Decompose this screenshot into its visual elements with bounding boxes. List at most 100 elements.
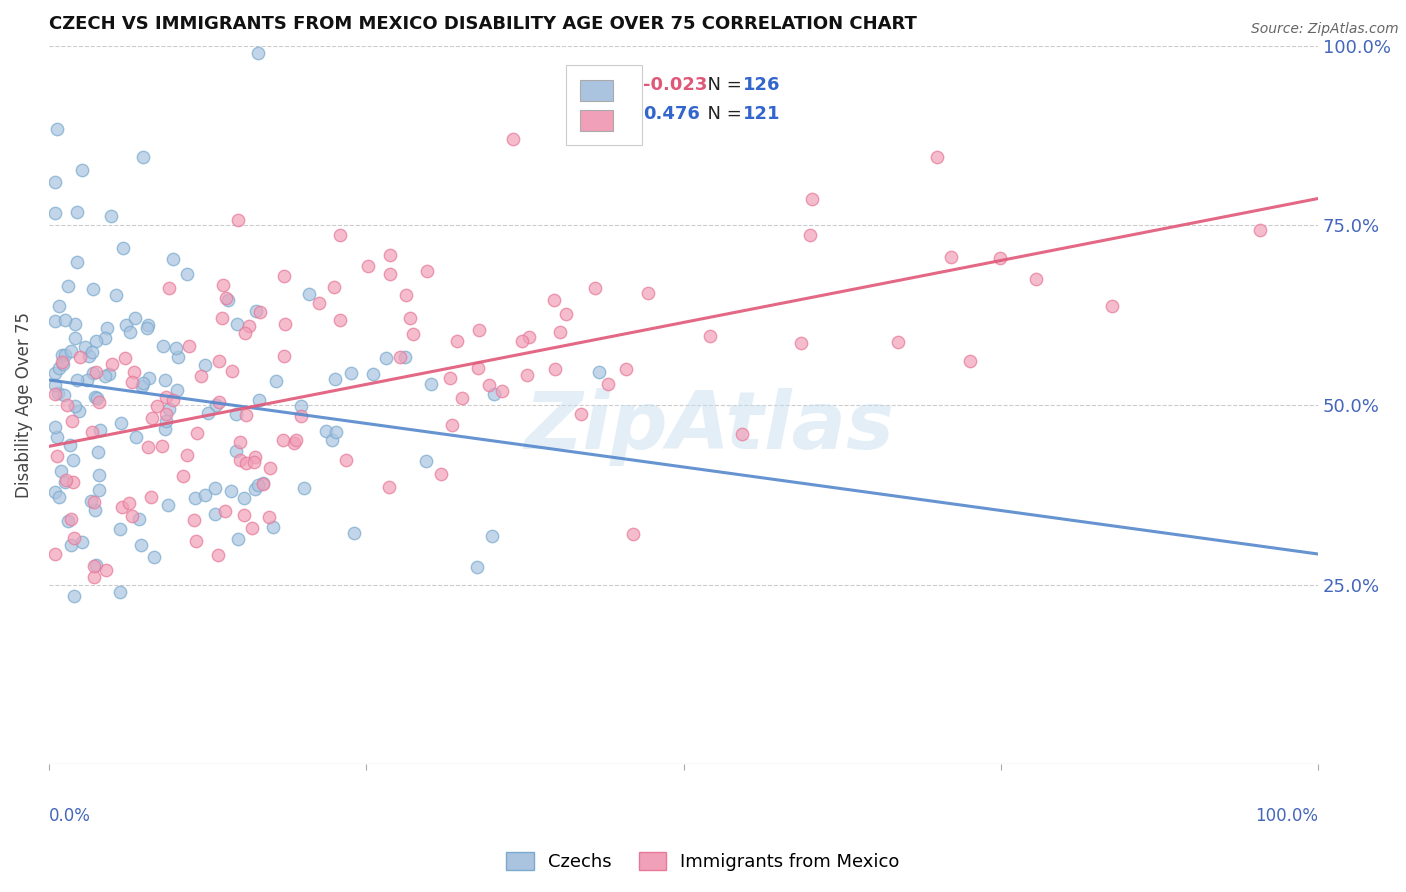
Point <box>44 547 66 561</box>
Point <box>283 435 305 450</box>
Point <box>46 122 69 136</box>
Point <box>108 522 131 536</box>
Point <box>217 293 239 308</box>
Point <box>215 291 238 305</box>
Text: 121: 121 <box>744 105 780 123</box>
Point <box>75 340 97 354</box>
Point <box>70 163 93 178</box>
Point <box>238 319 260 334</box>
Point <box>63 318 86 332</box>
Point <box>51 355 73 369</box>
Point <box>55 475 77 489</box>
Point <box>259 461 281 475</box>
Point <box>84 391 107 405</box>
Point <box>110 417 132 431</box>
Point <box>446 334 468 348</box>
Point <box>800 192 823 206</box>
Point <box>52 357 75 371</box>
Point <box>335 452 357 467</box>
Point <box>378 248 401 262</box>
Point <box>46 385 69 400</box>
Point <box>111 500 134 514</box>
Point <box>44 206 66 220</box>
Point <box>233 491 256 505</box>
Text: 0.0%: 0.0% <box>49 807 91 825</box>
Point <box>62 453 84 467</box>
Point <box>86 391 108 405</box>
Point <box>122 366 145 380</box>
Point <box>111 241 134 255</box>
Point <box>416 264 439 278</box>
Point <box>44 175 66 189</box>
Point <box>77 349 100 363</box>
Point <box>62 475 84 489</box>
Point <box>394 351 416 365</box>
Point <box>146 399 169 413</box>
Point <box>70 534 93 549</box>
Point <box>398 310 420 325</box>
Point <box>131 379 153 393</box>
Point <box>941 250 963 264</box>
Point <box>184 534 207 549</box>
Point <box>89 423 111 437</box>
Point <box>543 293 565 307</box>
Point <box>84 365 107 379</box>
Point <box>329 313 352 327</box>
Point <box>66 205 89 219</box>
Point <box>83 559 105 574</box>
Point <box>517 329 540 343</box>
Point <box>66 373 89 387</box>
Text: 0.476: 0.476 <box>643 105 700 123</box>
Point <box>378 480 401 494</box>
Point <box>136 318 159 333</box>
Point <box>183 514 205 528</box>
Point <box>380 267 402 281</box>
Point <box>550 325 572 339</box>
Point <box>233 508 256 523</box>
Point <box>172 468 194 483</box>
Point <box>308 295 330 310</box>
Point <box>329 228 352 243</box>
Point <box>361 368 384 382</box>
Point <box>1249 222 1271 236</box>
Point <box>229 453 252 467</box>
Point <box>491 384 513 398</box>
Point <box>56 398 79 412</box>
Point <box>925 150 948 164</box>
Point <box>49 464 72 478</box>
Point <box>150 439 173 453</box>
Point <box>59 512 82 526</box>
Point <box>53 312 76 326</box>
Point <box>60 413 83 427</box>
Point <box>82 344 104 359</box>
Point <box>48 361 70 376</box>
Point <box>467 361 489 376</box>
Point <box>55 473 77 487</box>
Point <box>247 45 270 60</box>
Point <box>292 482 315 496</box>
Point <box>157 401 180 416</box>
Point <box>101 357 124 371</box>
Point <box>229 434 252 449</box>
Point <box>621 526 644 541</box>
Point <box>402 326 425 341</box>
Legend: , : , <box>565 65 641 145</box>
Point <box>108 584 131 599</box>
Point <box>1101 299 1123 313</box>
Point <box>63 399 86 413</box>
Point <box>44 314 66 328</box>
Point <box>82 366 104 380</box>
Point <box>699 329 721 343</box>
Point <box>48 490 70 504</box>
Point <box>235 456 257 470</box>
Point <box>290 409 312 424</box>
Point <box>115 318 138 332</box>
Point <box>94 368 117 383</box>
Point <box>730 427 752 442</box>
Point <box>86 558 108 573</box>
Point <box>96 562 118 576</box>
Point <box>212 278 235 293</box>
Point <box>340 366 363 380</box>
Point <box>598 376 620 391</box>
Point <box>153 421 176 435</box>
